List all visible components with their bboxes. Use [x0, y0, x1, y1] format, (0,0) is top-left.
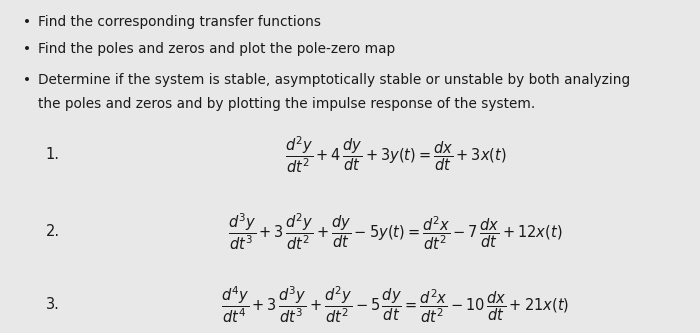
Text: $\dfrac{d^2y}{dt^2} + 4\,\dfrac{dy}{dt} + 3y(t) = \dfrac{dx}{dt} + 3x(t)$: $\dfrac{d^2y}{dt^2} + 4\,\dfrac{dy}{dt} …	[285, 135, 506, 175]
Text: Determine if the system is stable, asymptotically stable or unstable by both ana: Determine if the system is stable, asymp…	[38, 73, 631, 87]
Text: •: •	[22, 73, 31, 87]
Text: 1.: 1.	[46, 147, 60, 163]
Text: 3.: 3.	[46, 297, 60, 312]
Text: $\dfrac{d^4y}{dt^4} + 3\,\dfrac{d^3y}{dt^3} + \dfrac{d^2y}{dt^2} - 5\,\dfrac{dy}: $\dfrac{d^4y}{dt^4} + 3\,\dfrac{d^3y}{dt…	[221, 284, 570, 325]
Text: •: •	[22, 15, 31, 29]
Text: $\dfrac{d^3y}{dt^3} + 3\,\dfrac{d^2y}{dt^2} + \dfrac{dy}{dt} - 5y(t) = \dfrac{d^: $\dfrac{d^3y}{dt^3} + 3\,\dfrac{d^2y}{dt…	[228, 211, 563, 252]
Text: 2.: 2.	[46, 224, 60, 239]
Text: the poles and zeros and by plotting the impulse response of the system.: the poles and zeros and by plotting the …	[38, 97, 536, 111]
Text: •: •	[22, 42, 31, 56]
Text: Find the corresponding transfer functions: Find the corresponding transfer function…	[38, 15, 321, 29]
Text: Find the poles and zeros and plot the pole-zero map: Find the poles and zeros and plot the po…	[38, 42, 395, 56]
